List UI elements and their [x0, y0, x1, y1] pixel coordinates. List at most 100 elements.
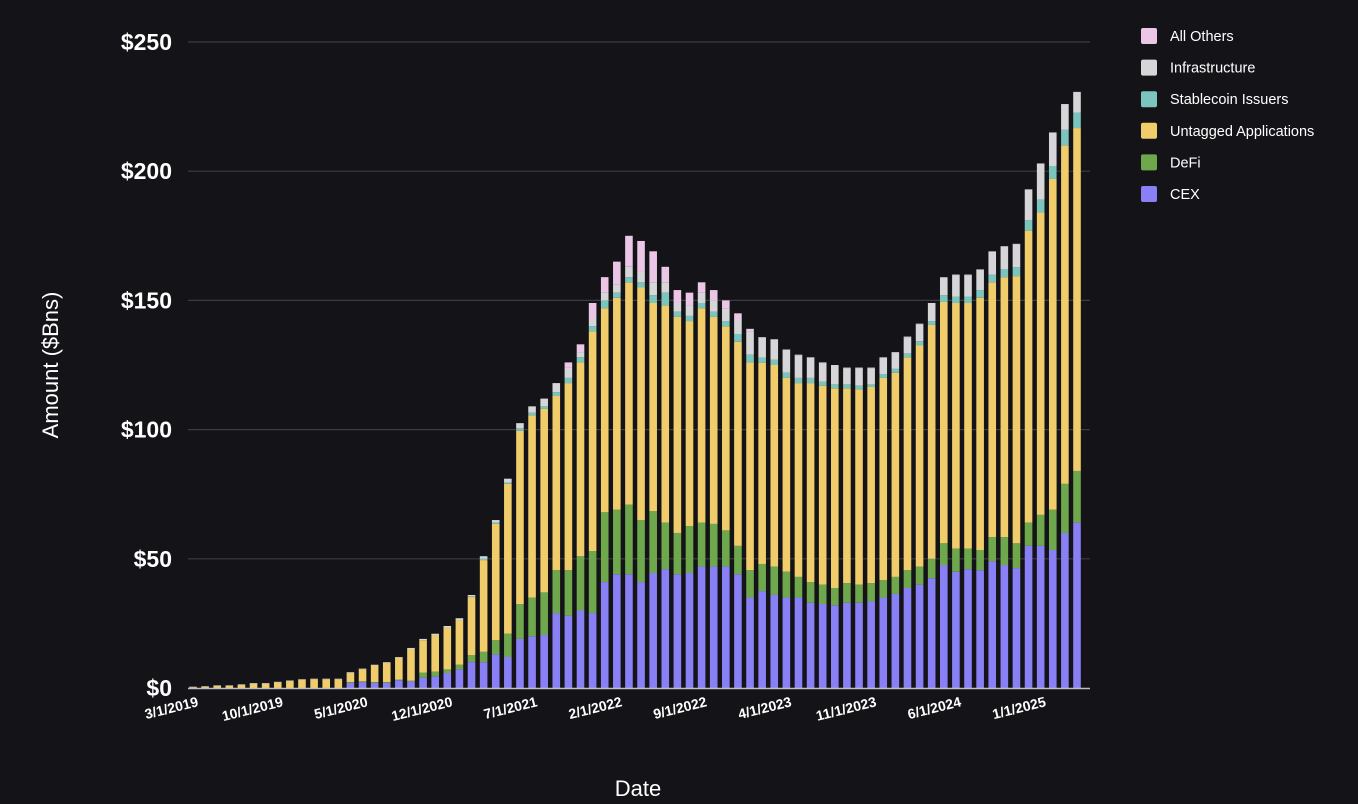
legend-swatch	[1141, 186, 1157, 202]
bar-stack	[407, 647, 415, 688]
bar-segment-untagged-applications	[818, 385, 827, 585]
bar-segment-all-others	[1000, 246, 1009, 247]
bar-segment-untagged-applications	[552, 396, 561, 571]
bar-stack	[237, 684, 246, 688]
bar-segment-stablecoin-issuers	[661, 292, 670, 306]
bar-segment-all-others	[709, 290, 718, 301]
legend-swatch	[1141, 154, 1157, 171]
bar-segment-infrastructure	[685, 305, 694, 316]
bar-segment-infrastructure	[939, 277, 948, 296]
bar-segment-infrastructure	[1024, 189, 1033, 221]
bar-segment-all-others	[1036, 163, 1045, 165]
bar-segment-cex	[770, 594, 779, 688]
bar-segment-all-others	[649, 251, 657, 283]
bar-segment-stablecoin-issuers	[843, 384, 851, 389]
bar-segment-defi	[952, 548, 960, 572]
bar-segment-stablecoin-issuers	[709, 311, 718, 317]
x-tick-label: 1/1/2025	[991, 693, 1048, 722]
y-tick-label: $50	[134, 546, 172, 572]
bar-segment-defi	[564, 570, 573, 616]
bar-segment-defi	[782, 571, 791, 598]
bar-segment-untagged-applications	[758, 362, 766, 564]
bar-segment-stablecoin-issuers	[479, 558, 488, 561]
legend-label: CEX	[1170, 187, 1200, 203]
bar-stack	[504, 478, 512, 688]
legend-swatch	[1141, 91, 1157, 108]
bar-segment-cex	[673, 574, 682, 688]
bar-segment-stablecoin-issuers	[467, 596, 476, 598]
bar-segment-stablecoin-issuers	[552, 392, 561, 397]
bar-segment-defi	[516, 604, 524, 639]
bar-stack	[455, 618, 464, 688]
bar-segment-cex	[395, 680, 403, 688]
bar-segment-cex	[443, 673, 452, 688]
x-tick-label: 12/1/2020	[390, 693, 455, 724]
bar-segment-untagged-applications	[637, 287, 645, 521]
bar-segment-infrastructure	[1036, 163, 1045, 200]
bar-segment-untagged-applications	[286, 681, 294, 688]
bar-segment-cex	[637, 582, 645, 688]
bar-segment-stablecoin-issuers	[588, 326, 597, 332]
bar-segment-untagged-applications	[479, 560, 488, 652]
bar-segment-untagged-applications	[491, 523, 500, 641]
bar-segment-infrastructure	[988, 251, 997, 275]
bar-segment-all-others	[722, 300, 730, 309]
bar-segment-untagged-applications	[322, 679, 331, 688]
bar-segment-cex	[491, 654, 500, 688]
bar-segment-all-others	[843, 367, 851, 369]
y-tick-label: $200	[121, 158, 172, 184]
bar-segment-untagged-applications	[697, 308, 706, 523]
bar-segment-infrastructure	[782, 350, 791, 373]
bar-stack	[358, 668, 367, 688]
bar-segment-untagged-applications	[988, 282, 997, 538]
bar-segment-infrastructure	[455, 618, 464, 621]
bar-segment-stablecoin-issuers	[927, 321, 936, 325]
bar-segment-untagged-applications	[504, 483, 512, 634]
bar-segment-infrastructure	[879, 357, 888, 375]
bar-stack	[806, 357, 815, 688]
bar-stack	[673, 290, 682, 688]
bar-segment-untagged-applications	[273, 682, 282, 688]
bar-segment-untagged-applications	[261, 683, 270, 688]
bar-stack	[298, 679, 306, 688]
bar-segment-cex	[952, 571, 960, 688]
bar-segment-untagged-applications	[976, 297, 984, 551]
bar-segment-untagged-applications	[939, 301, 948, 544]
bar-segment-defi	[625, 504, 633, 575]
bar-segment-untagged-applications	[528, 415, 536, 598]
bar-segment-infrastructure	[419, 638, 427, 641]
bar-stack	[988, 251, 997, 688]
bar-segment-cex	[734, 574, 742, 688]
bar-segment-cex	[939, 565, 948, 688]
bar-segment-stablecoin-issuers	[818, 381, 827, 386]
bar-segment-defi	[504, 633, 512, 657]
bar-stack	[685, 292, 694, 688]
bar-stack	[1036, 163, 1045, 688]
bar-segment-cex	[1036, 545, 1045, 688]
bar-segment-stablecoin-issuers	[782, 372, 791, 378]
bar-segment-defi	[419, 672, 427, 678]
bar-segment-untagged-applications	[867, 386, 875, 584]
y-tick-label: $0	[146, 675, 172, 701]
bar-segment-stablecoin-issuers	[1048, 166, 1057, 179]
legend-swatch	[1141, 28, 1157, 44]
bar-stack	[976, 269, 984, 688]
bar-segment-infrastructure	[806, 357, 815, 378]
bar-segment-defi	[540, 592, 548, 636]
bar-segment-cex	[540, 635, 548, 688]
bar-segment-infrastructure	[746, 331, 754, 355]
bar-segment-infrastructure	[528, 406, 536, 413]
bar-stack	[855, 367, 863, 688]
bar-segment-untagged-applications	[576, 362, 585, 557]
bar-segment-defi	[903, 570, 912, 588]
bar-segment-untagged-applications	[879, 377, 888, 580]
bar-segment-stablecoin-issuers	[746, 354, 754, 363]
bar-segment-defi	[831, 587, 839, 606]
bar-segment-cex	[467, 662, 476, 688]
bar-segment-untagged-applications	[782, 377, 791, 572]
bar-stack	[249, 683, 258, 688]
bar-segment-all-others	[588, 302, 597, 319]
bar-stack	[843, 367, 851, 688]
bar-segment-cex	[927, 578, 936, 688]
bar-segment-defi	[1048, 509, 1057, 551]
